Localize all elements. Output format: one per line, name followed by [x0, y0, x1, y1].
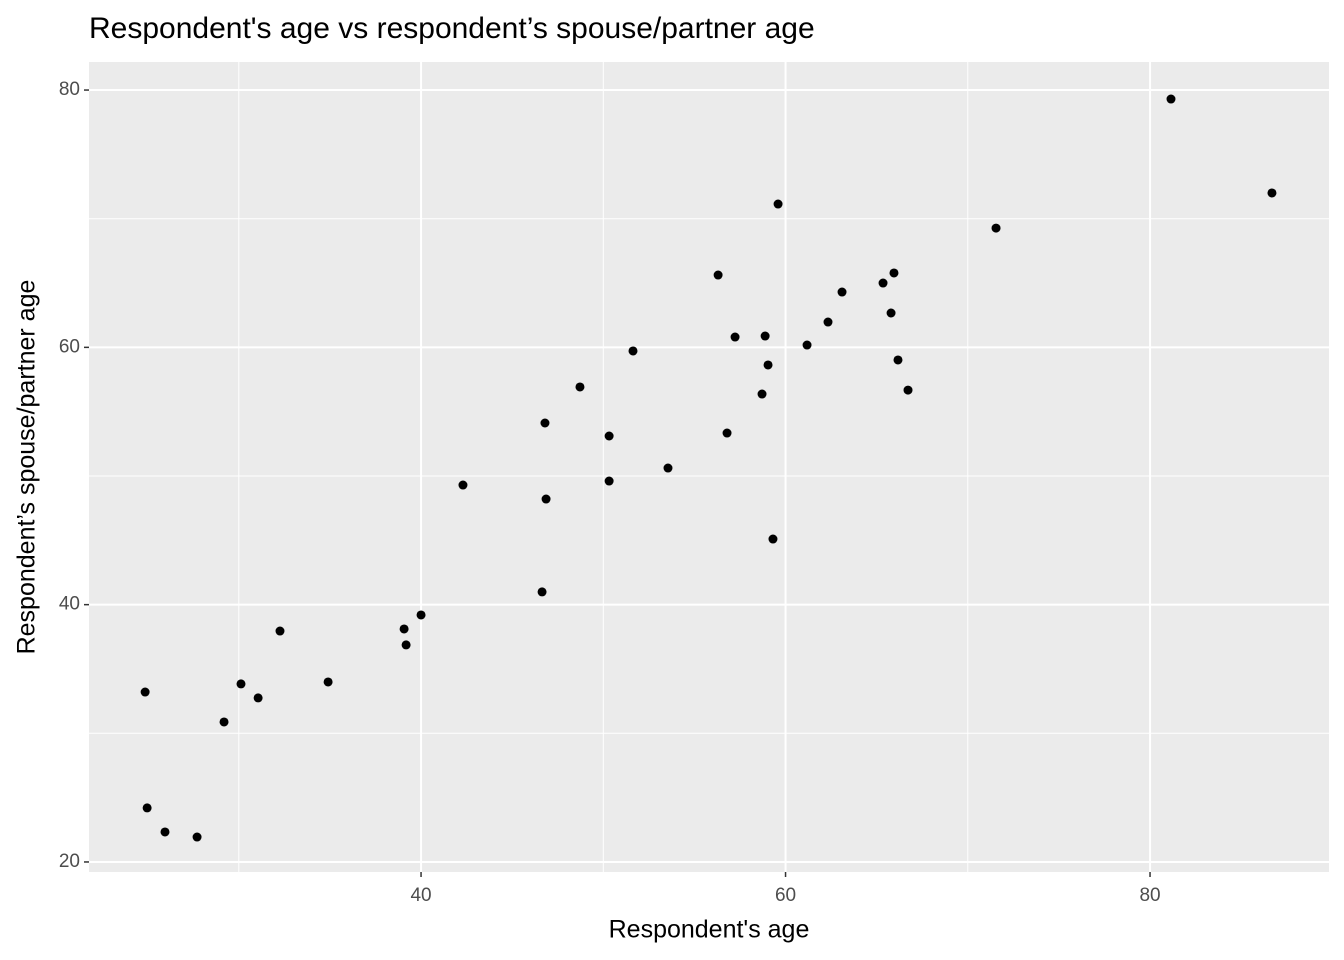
point	[760, 331, 770, 341]
point	[730, 332, 740, 342]
point	[540, 418, 550, 428]
y-axis-title: Respondent’s spouse/partner age	[13, 280, 41, 655]
point	[886, 308, 896, 318]
y-tick-label: 20	[59, 851, 80, 872]
y-tick-label: 40	[59, 594, 80, 615]
point	[1267, 188, 1277, 198]
x-tick-label: 80	[1139, 885, 1160, 906]
point	[160, 827, 170, 837]
point	[893, 355, 903, 365]
point	[802, 340, 812, 350]
point	[323, 677, 333, 687]
point	[253, 693, 263, 703]
point	[458, 480, 468, 490]
point	[628, 346, 638, 356]
point	[763, 360, 773, 370]
point	[275, 626, 285, 636]
point	[604, 476, 614, 486]
y-tick-label: 80	[59, 79, 80, 100]
point	[768, 534, 778, 544]
point	[541, 494, 551, 504]
point	[399, 624, 409, 634]
point	[219, 717, 229, 727]
point	[401, 640, 411, 650]
point	[192, 832, 202, 842]
point	[878, 278, 888, 288]
x-tick-label: 60	[775, 885, 796, 906]
point	[416, 610, 426, 620]
point	[663, 463, 673, 473]
point	[713, 270, 723, 280]
point	[773, 199, 783, 209]
point	[236, 679, 246, 689]
point	[722, 428, 732, 438]
panel	[89, 62, 1329, 872]
point	[837, 287, 847, 297]
point	[537, 587, 547, 597]
point	[823, 317, 833, 327]
point	[140, 687, 150, 697]
point	[575, 382, 585, 392]
point	[757, 389, 767, 399]
x-tick-label: 40	[410, 885, 431, 906]
y-tick-label: 60	[59, 336, 80, 357]
chart-title: Respondent's age vs respondent’s spouse/…	[89, 12, 815, 45]
point	[604, 431, 614, 441]
point	[1166, 94, 1176, 104]
point	[142, 803, 152, 813]
point	[991, 223, 1001, 233]
point	[889, 268, 899, 278]
x-axis-title: Respondent's age	[609, 916, 810, 944]
point	[903, 385, 913, 395]
